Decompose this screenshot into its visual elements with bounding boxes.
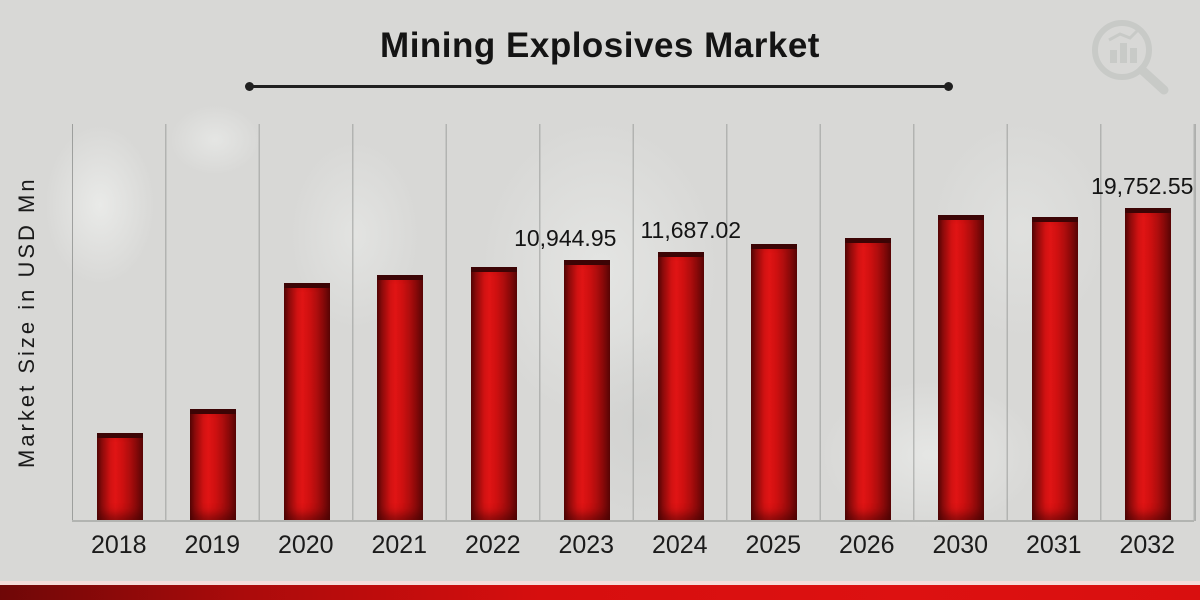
x-tick-2024: 2024	[651, 531, 708, 559]
x-tick-2020: 2020	[277, 531, 334, 559]
bar-2019	[190, 409, 237, 521]
plot-area: 10,944.95 11,687.02 19,752.55	[72, 124, 1196, 521]
bar-2025	[751, 244, 798, 521]
footer-accent-bar	[0, 585, 1200, 600]
bar-2030	[938, 215, 985, 521]
bar-2022	[470, 267, 517, 521]
bar-2020	[283, 283, 330, 521]
bar-slot-2032: 19,752.55	[1091, 124, 1196, 521]
x-axis-line	[72, 520, 1194, 522]
x-tick-2021: 2021	[371, 531, 428, 559]
x-tick-2025: 2025	[745, 531, 802, 559]
bar-2023	[564, 260, 611, 521]
bar-slot-2030	[915, 124, 1009, 521]
x-tick-2031: 2031	[1025, 531, 1082, 559]
x-tick-2018: 2018	[90, 531, 147, 559]
bar-2026	[844, 238, 891, 521]
bar-slot-2021	[354, 124, 448, 521]
bar-2032	[1125, 208, 1172, 521]
data-label-2032: 19,752.55	[1091, 173, 1194, 199]
x-tick-2026: 2026	[838, 531, 895, 559]
bar-slot-2023: 10,944.95	[514, 124, 635, 521]
bar-2031	[1031, 217, 1078, 521]
x-tick-2019: 2019	[184, 531, 241, 559]
bar-slot-2031	[1008, 124, 1102, 521]
chart-title: Mining Explosives Market	[380, 26, 820, 65]
x-tick-2032: 2032	[1119, 531, 1176, 559]
y-axis-label: Market Size in USD Mn	[14, 176, 39, 468]
bar-slot-2026	[821, 124, 915, 521]
bar-2021	[377, 275, 424, 521]
bar-slot-2022	[447, 124, 541, 521]
x-tick-2030: 2030	[932, 531, 989, 559]
bar-slot-2020	[260, 124, 354, 521]
data-label-2023: 10,944.95	[514, 225, 617, 251]
x-axis-labels: 2018 2019 2020 2021 2022 2023 2024 2025 2026 2030…	[72, 531, 1194, 560]
magnifier-chart-logo-watermark	[1078, 10, 1182, 102]
bar-slot-2024: 11,687.02	[634, 124, 741, 521]
footer-accent-highlight	[0, 581, 1200, 585]
title-underline	[245, 82, 953, 91]
data-label-2024: 11,687.02	[640, 217, 742, 243]
bar-slot-2025	[728, 124, 822, 521]
bar-slot-2019	[167, 124, 261, 521]
bar-slot-2018	[73, 124, 167, 521]
x-tick-2022: 2022	[464, 531, 521, 559]
bar-2024	[657, 252, 704, 521]
bar-2018	[96, 433, 143, 521]
x-tick-2023: 2023	[558, 531, 615, 559]
